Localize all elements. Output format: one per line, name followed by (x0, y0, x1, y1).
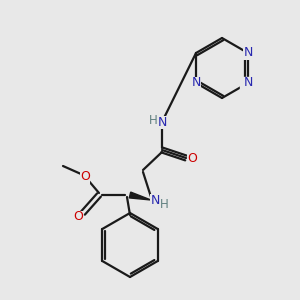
Text: N: N (243, 46, 253, 59)
Bar (240, 77, 256, 89)
Text: N: N (150, 194, 160, 206)
Text: N: N (243, 76, 253, 89)
Text: N: N (157, 116, 167, 128)
Text: N: N (191, 76, 201, 89)
Text: O: O (73, 211, 83, 224)
Text: H: H (148, 113, 158, 127)
Text: O: O (187, 152, 197, 164)
Polygon shape (129, 192, 151, 200)
Text: N: N (191, 76, 201, 89)
Text: O: O (80, 170, 90, 184)
Text: H: H (160, 199, 168, 212)
